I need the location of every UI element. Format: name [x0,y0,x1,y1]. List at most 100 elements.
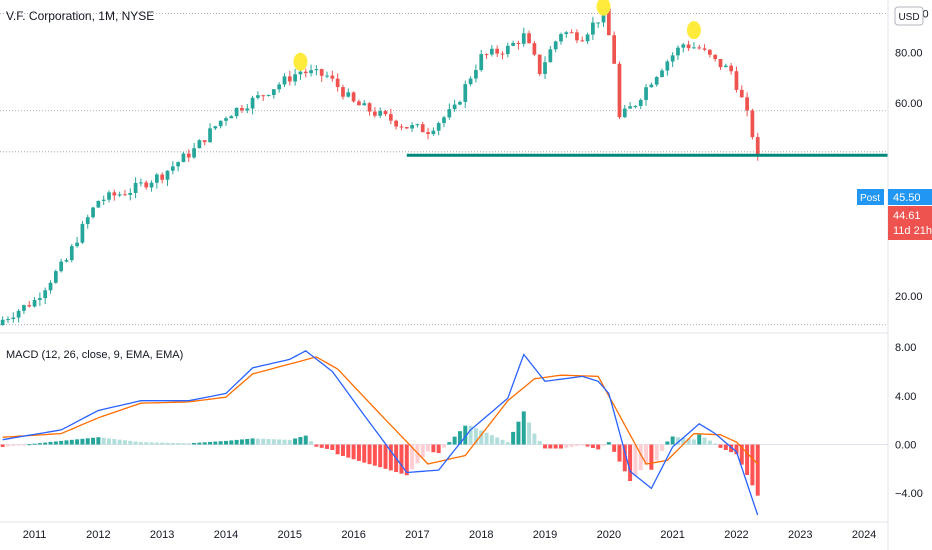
macd-histogram-bar [628,444,633,482]
candle-body [734,71,739,90]
macd-histogram-bar [91,437,96,445]
candle-body [256,95,260,98]
candle-body [495,48,500,54]
candle-body [458,101,462,105]
macd-histogram-bar [564,444,569,448]
macd-histogram-bar [686,438,691,445]
macd-histogram-bar [11,444,16,446]
currency-button[interactable]: USD [894,6,924,26]
candle-body [208,128,212,143]
candle-body [505,45,510,55]
macd-histogram-bar [340,444,345,456]
macd-histogram-bar [484,432,489,445]
macd-pane[interactable] [0,350,888,516]
candle-body [463,84,468,102]
time-tick-label: 2013 [150,529,174,541]
macd-histogram-bar [415,444,420,464]
macd-histogram-bar [255,438,260,445]
candle-body [532,43,537,55]
candle-body [298,71,303,75]
macd-histogram-bar [681,437,686,445]
candle-body [702,48,707,50]
macd-histogram-bar [277,439,282,445]
candle-body [729,65,733,72]
peak-marker[interactable] [686,21,701,40]
macd-histogram-bar [250,438,255,445]
candle-body [553,41,558,50]
candle-body [0,319,5,326]
candle-body [378,111,383,116]
candle-body [500,53,505,55]
candle-body [373,111,377,116]
candle-body [346,92,351,97]
macd-histogram-bar [5,444,10,447]
candle-body [399,126,404,128]
candle-body [622,108,627,118]
candle-body [144,182,149,188]
candle-body [357,101,361,106]
macd-histogram-bar [660,444,665,451]
macd-histogram-bar [739,444,744,465]
macd-histogram-bar [128,440,133,445]
candle-body [165,170,170,180]
candle-body [335,78,340,88]
macd-histogram-bar [330,444,335,451]
macd-histogram-bar [154,442,159,445]
macd-histogram-bar [644,444,649,465]
candle-body [606,8,611,36]
candle-body [351,92,356,102]
time-tick-label: 2018 [469,529,493,541]
macd-histogram-bar [266,439,271,445]
candle-body [91,207,95,218]
peak-marker[interactable] [596,0,611,16]
macd-histogram-bar [745,444,750,475]
candle-body [548,49,553,63]
macd-histogram-bar [133,441,138,445]
candle-body [139,182,143,184]
macd-histogram-bar [293,438,298,445]
candle-body [107,192,111,200]
macd-histogram-bar [181,443,186,445]
candle-body [404,127,409,129]
macd-histogram-bar [707,440,712,445]
candle-body [686,44,691,49]
candle-body [117,194,122,196]
candle-body [250,97,255,109]
candle-body [27,305,32,307]
candle-body [718,59,723,68]
candle-body [325,75,329,77]
price-pane[interactable] [0,0,888,326]
macd-histogram-bar [16,444,21,446]
macd-histogram-bar [27,444,32,446]
candle-body [442,117,446,124]
candle-body [670,55,675,62]
candle-body [133,182,138,193]
currency-label: USD [898,12,919,23]
macd-histogram-bar [729,444,734,453]
macd-histogram-bar [96,437,101,445]
macd-histogram-bar [543,444,548,449]
candle-body [585,34,590,42]
macd-histogram-bar [176,443,181,445]
peak-marker[interactable] [293,52,308,71]
macd-histogram-bar [85,438,90,445]
candle-body [123,194,127,196]
macd-histogram-bar [473,428,478,445]
macd-histogram-bar [21,444,26,446]
macd-histogram-bar [442,444,446,448]
candle-body [591,22,595,35]
candle-body [293,74,297,82]
candle-body [420,124,425,133]
macd-histogram-bar [612,444,617,452]
macd-histogram-bar [234,439,239,445]
macd-histogram-bar [585,444,590,447]
macd-histogram-bar [261,438,266,445]
candle-body [468,78,473,85]
macd-histogram-bar [463,425,468,445]
macd-histogram-bar [532,433,537,445]
candle-body [245,108,250,111]
candle-body [181,153,186,163]
candle-body [511,42,515,46]
macd-histogram-bar [303,435,308,445]
